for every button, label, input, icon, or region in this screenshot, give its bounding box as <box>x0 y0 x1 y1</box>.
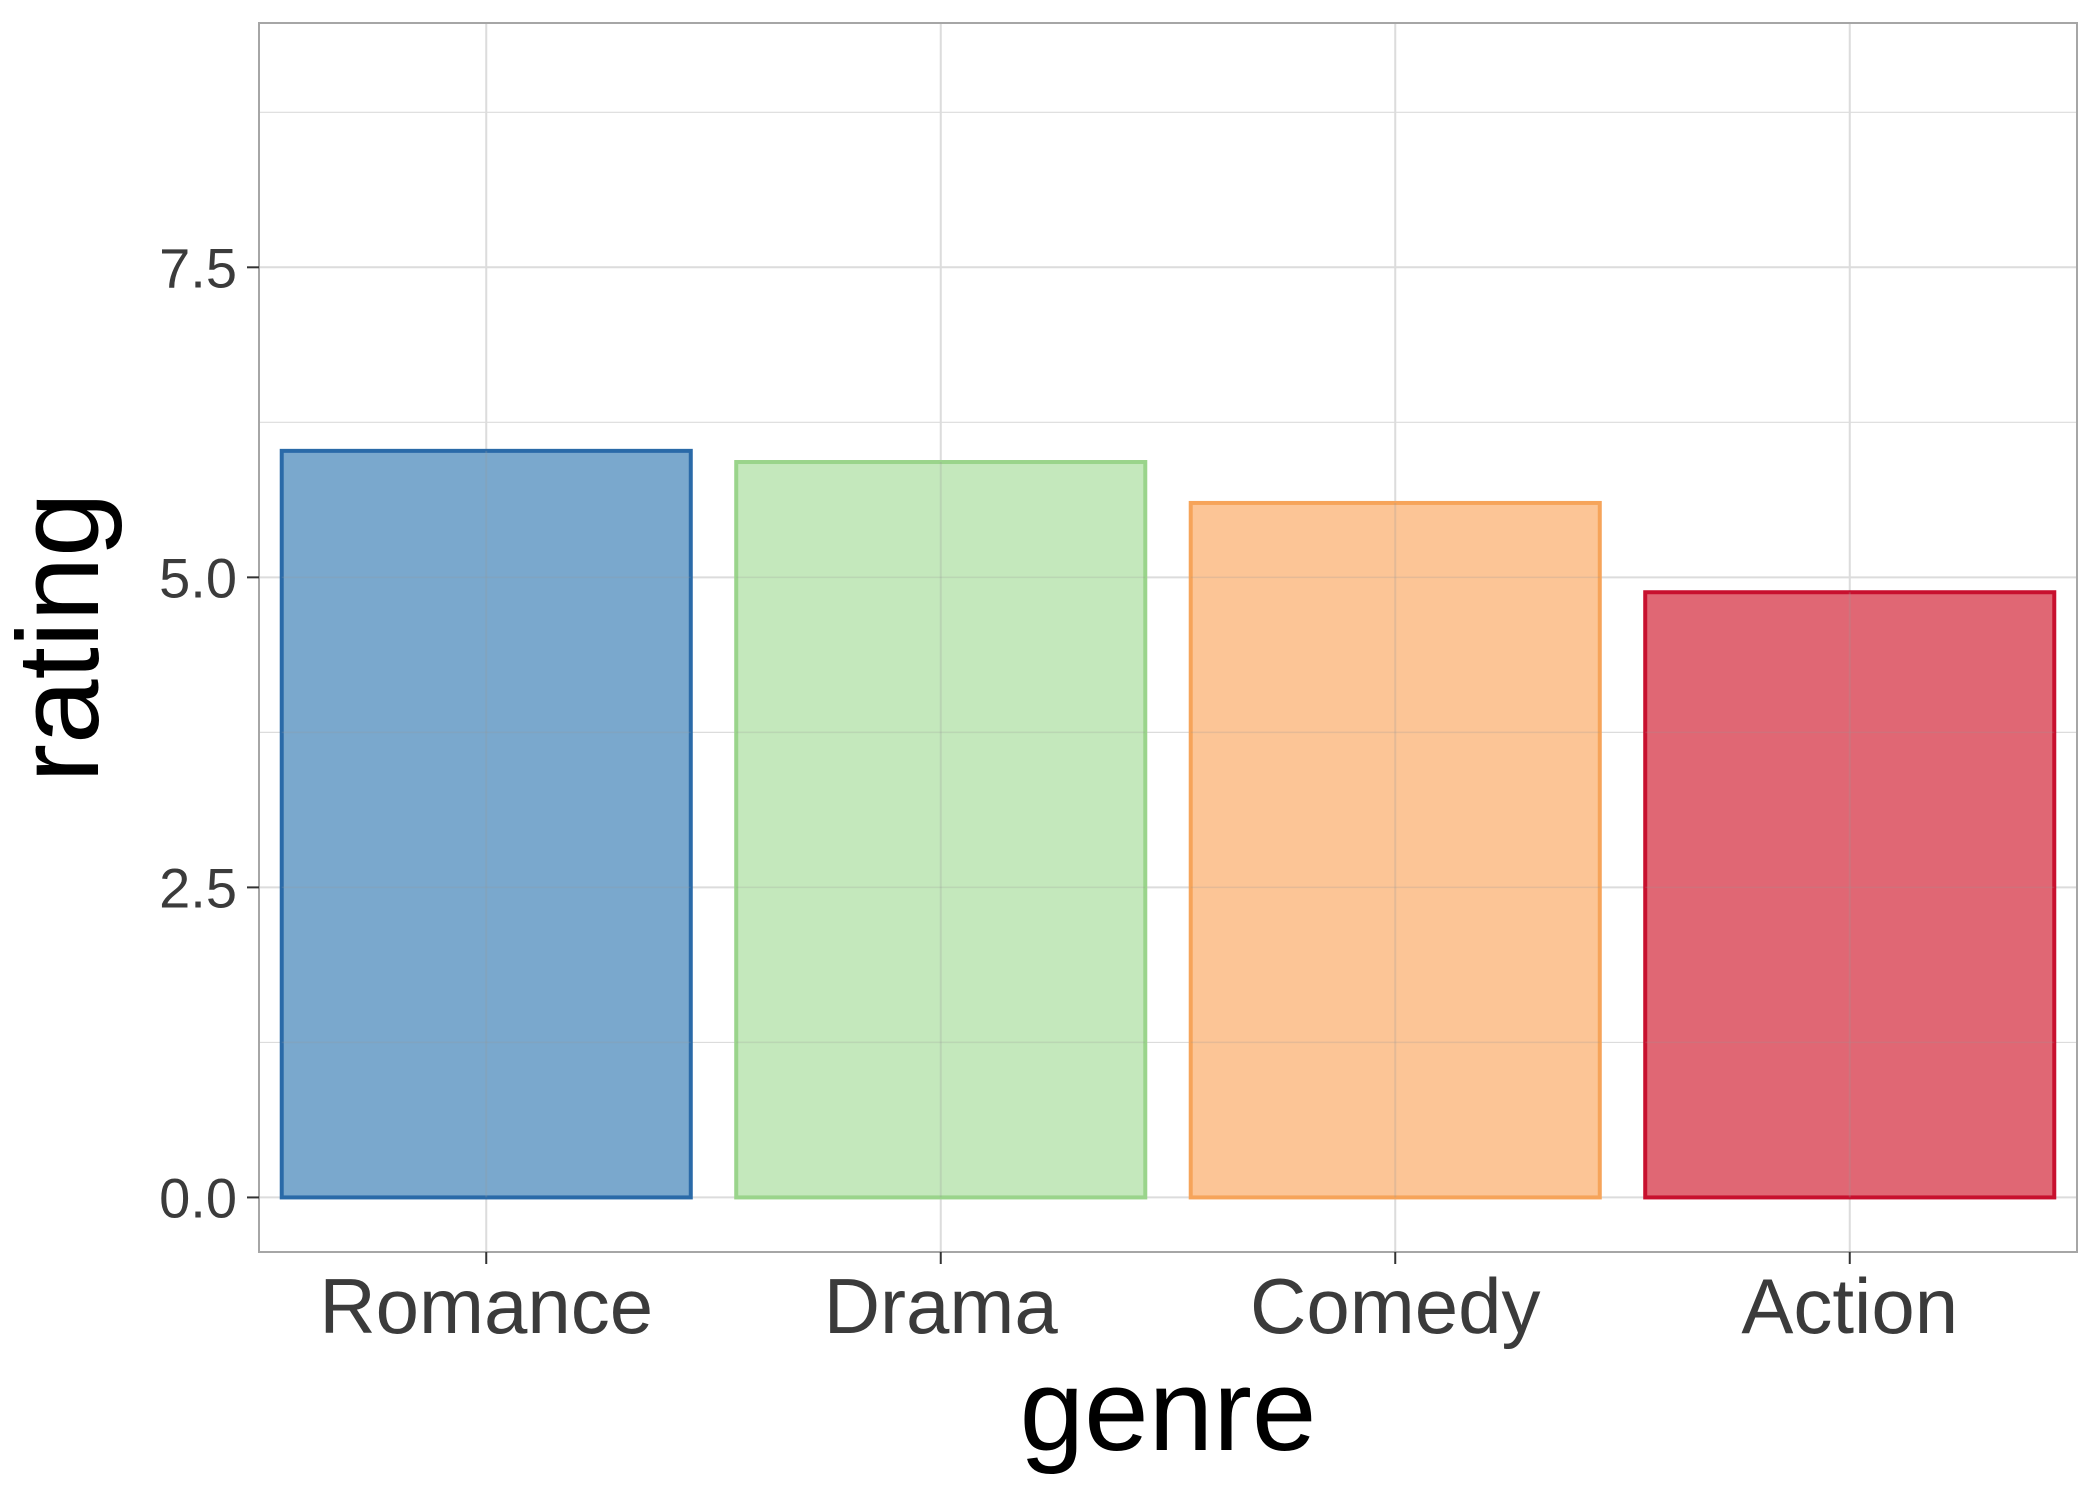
plot-panel-border <box>258 22 2078 1253</box>
x-tick-label: Comedy <box>1250 1262 1540 1350</box>
x-tick-label: Action <box>1741 1262 1958 1350</box>
y-tick-label: 0.0 <box>159 1166 237 1229</box>
y-tick-labels: 0.0 2.5 5.0 7.5 <box>159 236 237 1229</box>
bar-drama <box>734 460 1148 1200</box>
bar-action <box>1643 590 2057 1200</box>
y-axis-title: rating <box>0 492 123 782</box>
x-tick-label: Drama <box>824 1262 1059 1350</box>
bars <box>279 448 2057 1200</box>
x-axis-title: genre <box>1020 1345 1317 1475</box>
bar-romance <box>279 448 693 1200</box>
x-tick-label: Romance <box>319 1262 653 1350</box>
y-tick-label: 7.5 <box>159 236 237 299</box>
y-tick-label: 2.5 <box>159 856 237 919</box>
bar-comedy <box>1188 500 1602 1200</box>
y-tick-label: 5.0 <box>159 546 237 609</box>
x-tick-labels: Romance Drama Comedy Action <box>319 1262 1958 1350</box>
axis-ticks <box>247 266 1851 1264</box>
